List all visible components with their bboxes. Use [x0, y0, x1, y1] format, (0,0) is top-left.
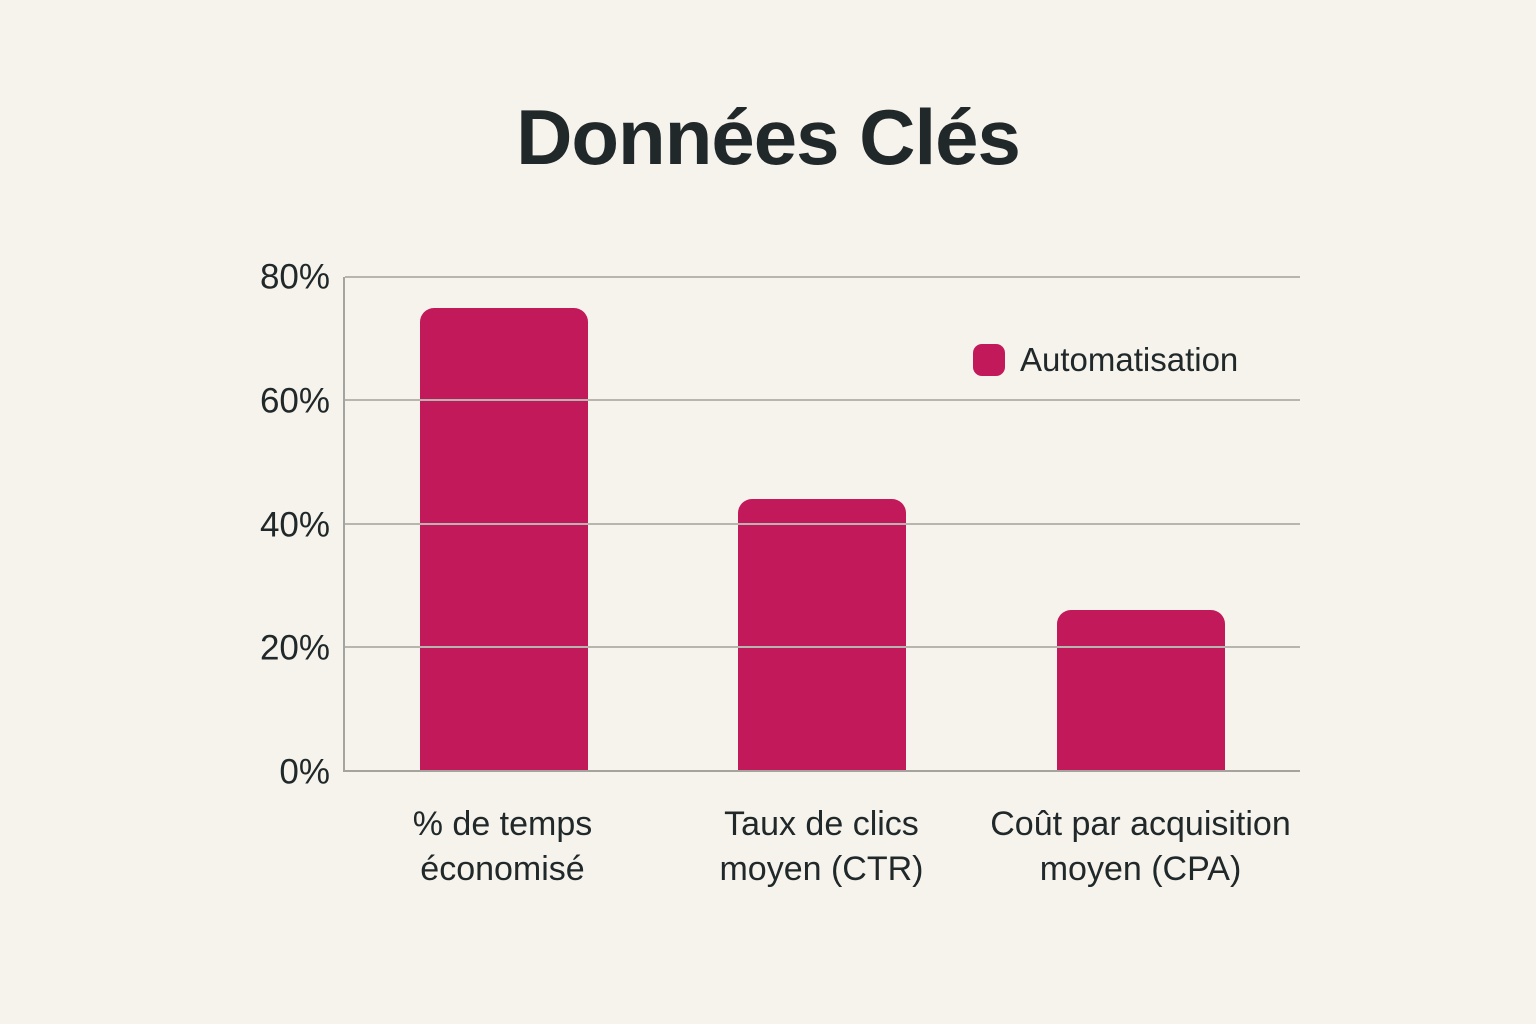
x-axis-category-label: Taux de clics moyen (CTR) [719, 805, 924, 888]
x-axis-category-label: % de temps économisé [412, 805, 593, 888]
x-axis-category-label: Coût par acquisition moyen (CPA) [990, 805, 1291, 888]
y-axis: 0% 20% 40% 60% 80% [0, 260, 330, 790]
bar-2 [738, 498, 907, 770]
y-axis-tick-label: 80% [259, 257, 330, 297]
bar-3 [1056, 609, 1225, 770]
gridline [345, 399, 1300, 402]
bar-slot [345, 277, 663, 770]
gridline [345, 276, 1300, 278]
legend-swatch-icon [973, 344, 1005, 376]
gridline [345, 645, 1300, 648]
chart-title: Données Clés [516, 93, 1021, 181]
plot-area [343, 276, 1300, 772]
x-axis: % de temps économisé Taux de clics moyen … [343, 802, 1300, 892]
bars-row [345, 277, 1300, 770]
y-axis-tick-label: 60% [259, 381, 330, 421]
gridline [345, 522, 1300, 525]
legend-label: Automatisation [1020, 341, 1239, 378]
y-axis-tick-label: 40% [259, 505, 330, 544]
bar-slot [663, 277, 981, 770]
bar-1 [420, 307, 589, 770]
bar-slot [982, 277, 1300, 770]
y-axis-tick-label: 20% [259, 628, 330, 668]
legend: Automatisation [973, 341, 1238, 379]
y-axis-tick-label: 0% [279, 752, 330, 792]
